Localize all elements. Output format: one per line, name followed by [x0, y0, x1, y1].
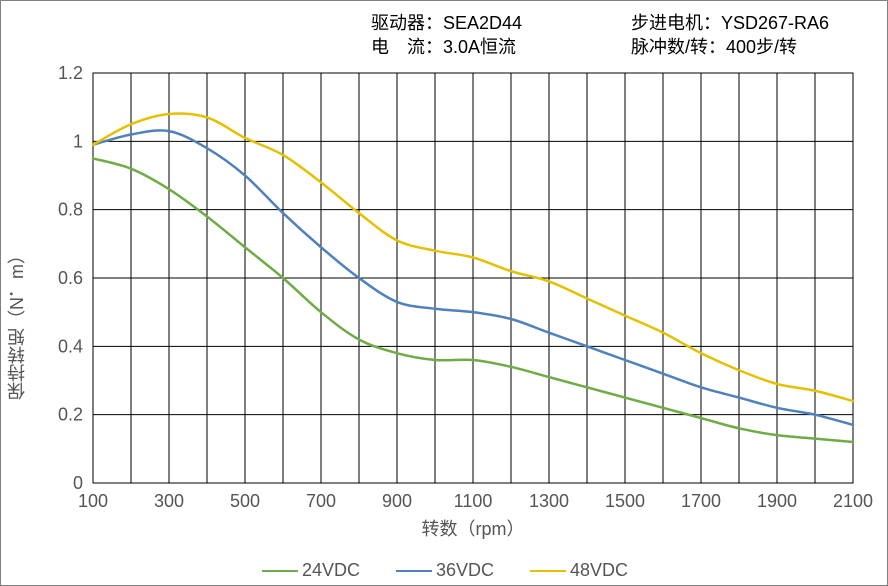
svg-text:0.4: 0.4	[58, 336, 83, 356]
legend-swatch-icon	[262, 570, 298, 572]
svg-text:500: 500	[230, 491, 260, 511]
svg-text:1100: 1100	[454, 491, 493, 511]
pulse-label: 脉冲数/转：	[631, 37, 726, 57]
legend-item-48vdc[interactable]: 48VDC	[530, 560, 628, 581]
legend-swatch-icon	[396, 570, 432, 572]
svg-text:1700: 1700	[681, 491, 721, 511]
svg-text:转数（rpm）: 转数（rpm）	[422, 519, 525, 539]
legend-swatch-icon	[530, 570, 566, 572]
svg-text:0.6: 0.6	[58, 268, 83, 288]
legend-item-36vdc[interactable]: 36VDC	[396, 560, 494, 581]
svg-text:1500: 1500	[605, 491, 645, 511]
svg-text:700: 700	[306, 491, 336, 511]
current-value: 3.0A恒流	[443, 37, 516, 57]
current-label: 电 流：	[371, 37, 443, 57]
svg-text:300: 300	[154, 491, 184, 511]
motor-value: YSD267-RA6	[721, 13, 829, 33]
svg-text:1900: 1900	[757, 491, 797, 511]
driver-value: SEA2D44	[443, 13, 522, 33]
chart-frame: { "header": { "driver_label": "驱动器：", "d…	[0, 0, 888, 586]
pulse-value: 400步/转	[726, 37, 797, 57]
legend-item-24vdc[interactable]: 24VDC	[262, 560, 360, 581]
svg-text:1.2: 1.2	[58, 63, 83, 83]
plot-area-wrap: 保持转矩（N．m） 100 300 500 700 900 1100 1300 1500 170…	[1, 61, 888, 586]
legend-label: 24VDC	[302, 560, 360, 581]
svg-text:0.2: 0.2	[58, 405, 83, 425]
y-axis-label: 保持转矩（N．m）	[7, 246, 31, 400]
svg-text:1: 1	[73, 131, 83, 151]
legend-label: 48VDC	[570, 560, 628, 581]
motor-label: 步进电机：	[631, 13, 721, 33]
driver-label: 驱动器：	[371, 13, 443, 33]
svg-text:0: 0	[73, 473, 83, 493]
chart-legend: 24VDC 36VDC 48VDC	[1, 560, 888, 581]
torque-speed-chart: 100 300 500 700 900 1100 1300 1500 1700 1900 2100 0…	[1, 61, 888, 541]
legend-label: 36VDC	[436, 560, 494, 581]
svg-text:0.8: 0.8	[58, 200, 83, 220]
chart-header: 驱动器：SEA2D44 步进电机：YSD267-RA6 电 流：3.0A恒流 脉…	[371, 11, 867, 59]
svg-text:100: 100	[78, 491, 108, 511]
svg-text:1300: 1300	[529, 491, 569, 511]
svg-text:900: 900	[382, 491, 412, 511]
svg-text:2100: 2100	[833, 491, 873, 511]
